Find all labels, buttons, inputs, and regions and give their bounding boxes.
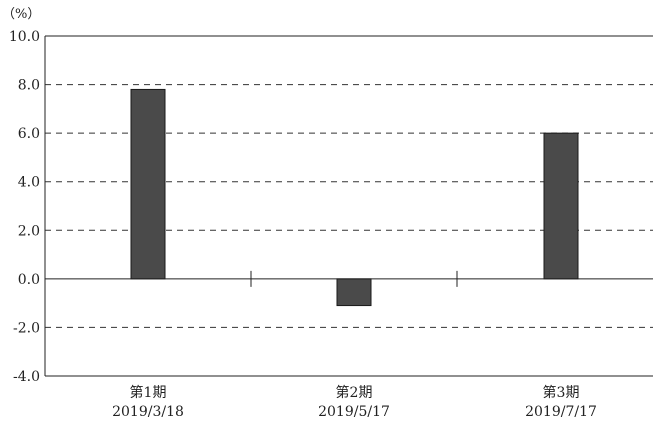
x-category-name: 第1期 [130, 384, 167, 401]
y-tick-label: 2.0 [18, 223, 40, 239]
x-category-date: 2019/3/18 [112, 404, 184, 420]
y-tick-label: 0.0 [18, 272, 40, 288]
y-tick-label: 6.0 [18, 126, 40, 142]
y-tick-label: 10.0 [9, 29, 40, 45]
x-category-date: 2019/7/17 [525, 404, 597, 420]
y-tick-label: 4.0 [18, 175, 40, 191]
axes [44, 35, 653, 377]
y-tick-label: -2.0 [13, 320, 40, 336]
x-category-name: 第3期 [543, 384, 580, 401]
x-category-name: 第2期 [336, 384, 373, 401]
bars [130, 88, 579, 307]
y-tick-labels: 10.0 8.0 6.0 4.0 2.0 0.0 -2.0 -4.0 [9, 29, 40, 385]
x-category-date: 2019/5/17 [318, 404, 390, 420]
y-tick-label: -4.0 [13, 369, 40, 385]
y-axis-unit-label: （%） [2, 7, 40, 22]
bar [543, 132, 579, 280]
bar [336, 278, 372, 307]
x-category-labels: 第1期 2019/3/18 第2期 2019/5/17 第3期 2019/7/17 [112, 384, 597, 420]
bar [130, 88, 166, 280]
y-tick-label: 8.0 [18, 78, 40, 94]
